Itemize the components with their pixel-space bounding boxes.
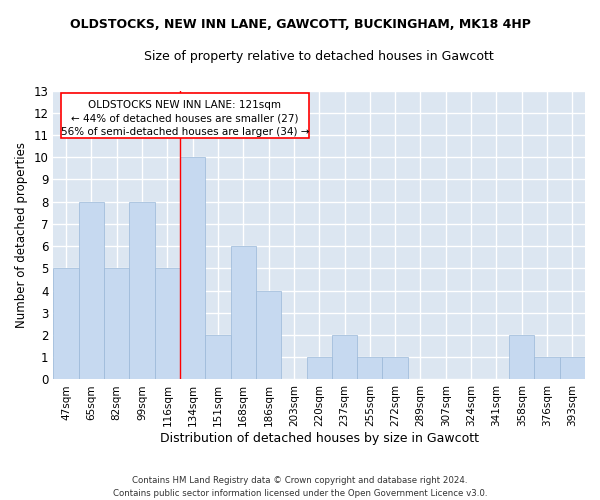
Text: Contains HM Land Registry data © Crown copyright and database right 2024.
Contai: Contains HM Land Registry data © Crown c… bbox=[113, 476, 487, 498]
Text: ← 44% of detached houses are smaller (27): ← 44% of detached houses are smaller (27… bbox=[71, 113, 299, 123]
Bar bbox=[205, 335, 230, 380]
Bar bbox=[180, 157, 205, 380]
Bar bbox=[155, 268, 180, 380]
Bar bbox=[332, 335, 357, 380]
Bar bbox=[357, 357, 382, 380]
FancyBboxPatch shape bbox=[61, 94, 308, 138]
Text: OLDSTOCKS NEW INN LANE: 121sqm: OLDSTOCKS NEW INN LANE: 121sqm bbox=[88, 100, 281, 110]
Bar bbox=[560, 357, 585, 380]
Y-axis label: Number of detached properties: Number of detached properties bbox=[15, 142, 28, 328]
Bar bbox=[130, 202, 155, 380]
Bar bbox=[382, 357, 408, 380]
Bar bbox=[509, 335, 535, 380]
Bar bbox=[230, 246, 256, 380]
X-axis label: Distribution of detached houses by size in Gawcott: Distribution of detached houses by size … bbox=[160, 432, 479, 445]
Bar bbox=[53, 268, 79, 380]
Bar bbox=[79, 202, 104, 380]
Bar bbox=[256, 290, 281, 380]
Bar bbox=[104, 268, 130, 380]
Text: 56% of semi-detached houses are larger (34) →: 56% of semi-detached houses are larger (… bbox=[61, 126, 309, 136]
Bar bbox=[535, 357, 560, 380]
Title: Size of property relative to detached houses in Gawcott: Size of property relative to detached ho… bbox=[145, 50, 494, 63]
Bar bbox=[307, 357, 332, 380]
Text: OLDSTOCKS, NEW INN LANE, GAWCOTT, BUCKINGHAM, MK18 4HP: OLDSTOCKS, NEW INN LANE, GAWCOTT, BUCKIN… bbox=[70, 18, 530, 30]
